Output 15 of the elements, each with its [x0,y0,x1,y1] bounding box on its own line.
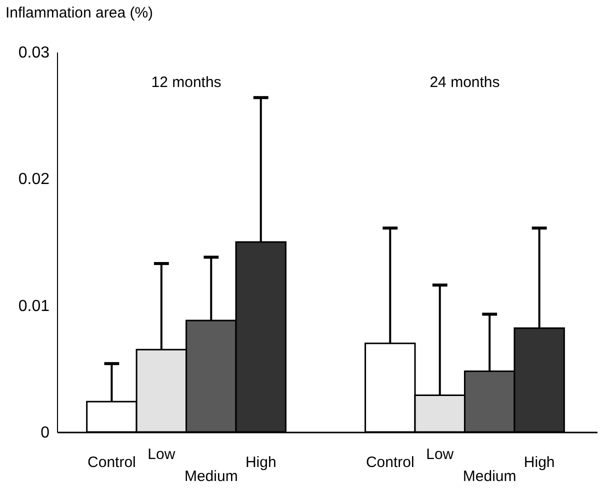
x-tick-label: Control [88,454,136,471]
y-tick-label: 0 [40,424,50,442]
x-tick-label: Low [148,446,176,463]
x-tick-label: Medium [462,468,516,485]
annotation: 24 months [430,74,500,91]
x-tick-label: Medium [184,468,238,485]
x-tick-label: Control [366,454,414,471]
x-tick-label: High [524,454,555,471]
x-tick-label: High [245,454,276,471]
y-tick-label: 0.02 [18,171,50,188]
annotation: 12 months [151,74,222,91]
y-tick-label: 0.01 [18,298,50,315]
y-axis-title: Inflammation area (%) [6,4,154,22]
y-tick-label: 0.03 [18,44,50,62]
x-tick-label: Low [426,446,454,463]
